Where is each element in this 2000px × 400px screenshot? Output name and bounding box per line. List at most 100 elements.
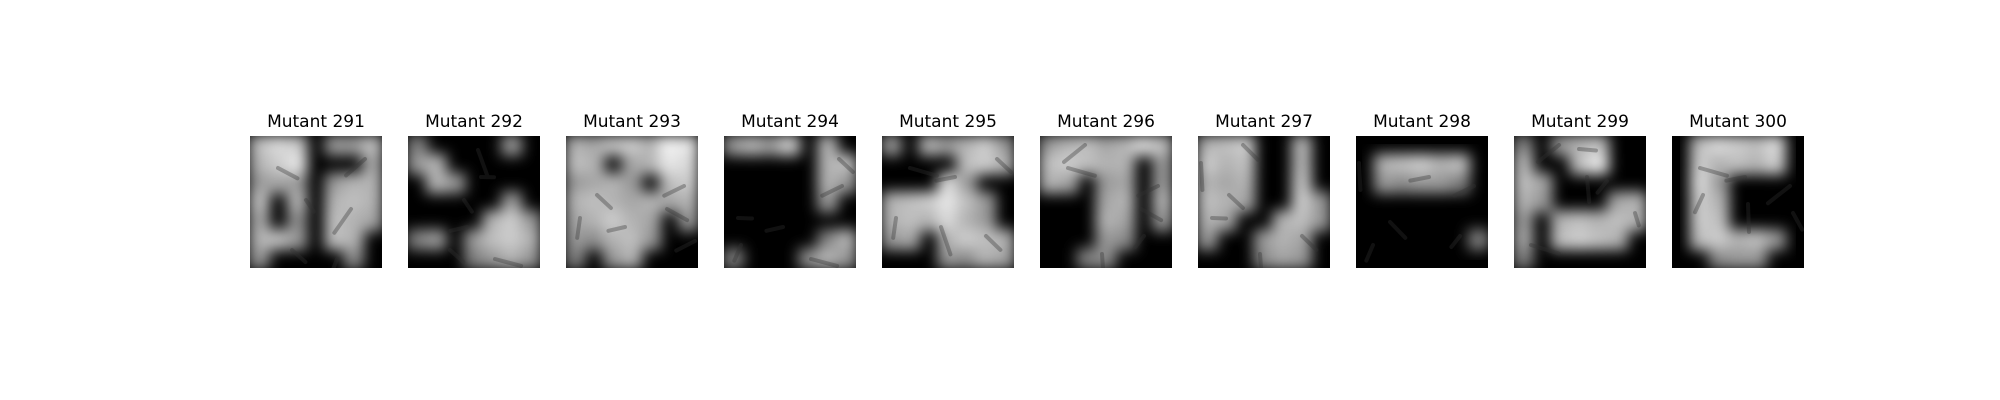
mask-cell xyxy=(566,229,586,250)
cell-streak xyxy=(893,218,896,238)
mask-cell xyxy=(622,192,643,213)
mutant-panel: Mutant 292 xyxy=(408,112,540,268)
mask-cell xyxy=(287,136,308,156)
mask-cell xyxy=(1096,154,1117,175)
mask-cell xyxy=(1040,136,1060,156)
mask-cell xyxy=(1152,136,1172,156)
mask-cell xyxy=(817,154,838,175)
mask-cell xyxy=(1588,136,1609,156)
mask-cell xyxy=(1096,229,1117,250)
mask-cell xyxy=(956,248,977,268)
mask-cell xyxy=(1570,154,1591,175)
panel-title: Mutant 295 xyxy=(862,112,1034,132)
mask-cell xyxy=(1374,154,1395,175)
mask-cell xyxy=(956,173,977,194)
mutant-image xyxy=(1672,136,1804,268)
mask-cell xyxy=(1077,136,1098,156)
mask-cell xyxy=(1133,136,1154,156)
panel-title: Mutant 294 xyxy=(704,112,876,132)
mask-cell xyxy=(1690,210,1711,231)
mask-cell xyxy=(1588,229,1609,250)
mask-cell xyxy=(584,136,605,156)
mutant-panel: Mutant 294 xyxy=(724,112,856,268)
mask-cell xyxy=(324,173,345,194)
mask-cell xyxy=(1152,192,1172,213)
mask-cell xyxy=(250,229,270,250)
cell-streak xyxy=(1102,254,1104,268)
cell-streak xyxy=(1587,177,1589,202)
mask-cell xyxy=(408,154,428,175)
mask-cell xyxy=(1728,248,1749,268)
mask-cell xyxy=(919,210,940,231)
mask-cell xyxy=(1291,210,1312,231)
mask-cell xyxy=(1532,173,1553,194)
mask-cell xyxy=(1291,154,1312,175)
mask-cell xyxy=(622,229,643,250)
mask-cell xyxy=(250,136,270,156)
cell-streak xyxy=(1579,149,1596,150)
mutant-panel: Mutant 295 xyxy=(882,112,1014,268)
mutant-panel: Mutant 291 xyxy=(250,112,382,268)
mask-cell xyxy=(1096,210,1117,231)
mask-cell xyxy=(1096,136,1117,156)
panel-title: Mutant 292 xyxy=(388,112,560,132)
mask-cell xyxy=(426,173,447,194)
mask-cell xyxy=(1588,154,1609,175)
mask-cell xyxy=(938,136,959,156)
mask-cell xyxy=(584,173,605,194)
mutant-image xyxy=(724,136,856,268)
mask-cell xyxy=(640,192,661,213)
mask-cell xyxy=(584,154,605,175)
mask-cell xyxy=(1607,192,1628,213)
mask-cell xyxy=(464,248,485,268)
mask-cell xyxy=(659,136,680,156)
mask-cell xyxy=(1114,210,1135,231)
mask-cell xyxy=(678,173,698,194)
cell-streak xyxy=(1359,163,1360,190)
mask-cell xyxy=(882,136,902,156)
mask-cell xyxy=(343,192,364,213)
mask-cell xyxy=(566,173,586,194)
mask-cell xyxy=(1607,210,1628,231)
mask-cell xyxy=(445,173,466,194)
mask-cell xyxy=(1514,248,1534,268)
mask-cell xyxy=(566,154,586,175)
mask-cell xyxy=(640,210,661,231)
mutant-panel: Mutant 299 xyxy=(1514,112,1646,268)
mask-cell xyxy=(1058,173,1079,194)
mask-cell xyxy=(1291,229,1312,250)
mask-cell xyxy=(975,248,996,268)
mask-cell xyxy=(622,136,643,156)
mutant-image xyxy=(566,136,698,268)
mask-cell xyxy=(1374,173,1395,194)
mask-cell xyxy=(426,154,447,175)
mask-cell xyxy=(1393,154,1414,175)
mask-cell xyxy=(603,229,624,250)
mask-cell xyxy=(482,248,503,268)
mutant-panel: Mutant 296 xyxy=(1040,112,1172,268)
mask-cell xyxy=(1096,192,1117,213)
mask-cell xyxy=(1690,229,1711,250)
mask-cell xyxy=(426,229,447,250)
mask-cell xyxy=(1551,229,1572,250)
mask-cell xyxy=(566,210,586,231)
panel-title: Mutant 293 xyxy=(546,112,718,132)
mask-cell xyxy=(975,136,996,156)
mask-cell xyxy=(362,154,382,175)
mutant-image xyxy=(882,136,1014,268)
mask-cell xyxy=(287,229,308,250)
mask-cell xyxy=(287,154,308,175)
cell-streak xyxy=(1201,163,1202,190)
mask-cell xyxy=(817,229,838,250)
mask-cell xyxy=(1216,154,1237,175)
mask-cell xyxy=(1040,173,1060,194)
mask-cell xyxy=(1746,154,1767,175)
mask-cell xyxy=(622,173,643,194)
mask-cell xyxy=(408,229,428,250)
mask-cell xyxy=(250,248,270,268)
mask-cell xyxy=(1514,136,1534,156)
panel-title: Mutant 291 xyxy=(230,112,402,132)
mask-cell xyxy=(1272,229,1293,250)
mask-cell xyxy=(1514,210,1534,231)
cell-streak xyxy=(1260,254,1262,268)
